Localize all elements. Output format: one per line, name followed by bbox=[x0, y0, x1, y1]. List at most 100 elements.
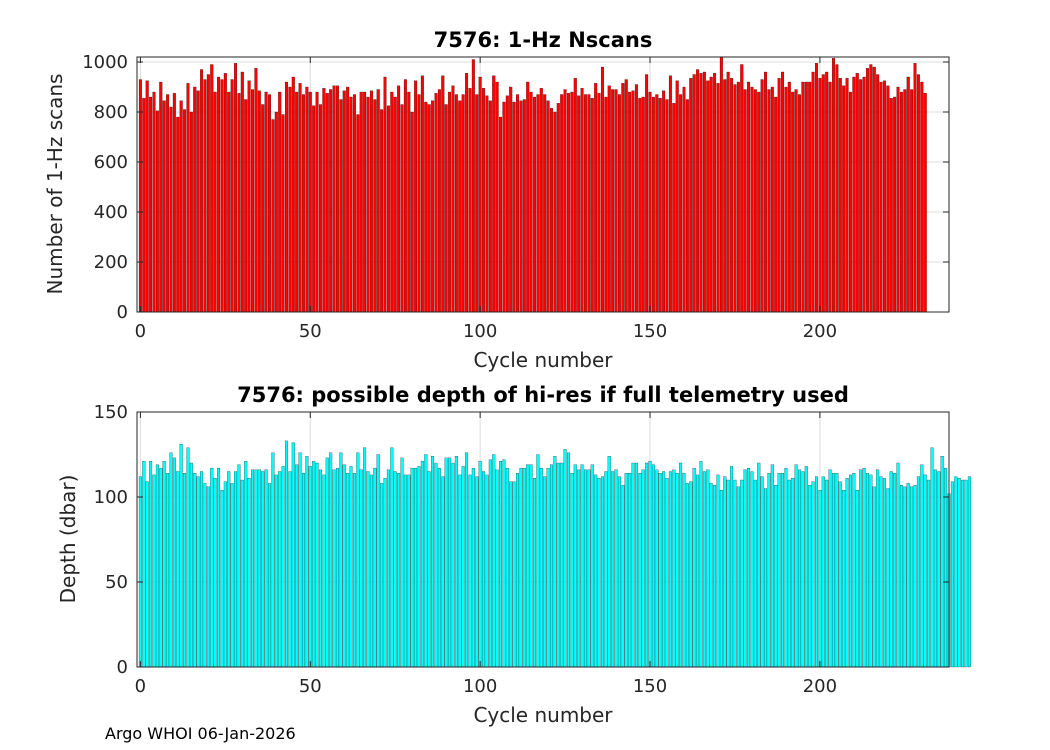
nscans-bar bbox=[764, 71, 768, 313]
depth-x-axis-label: Cycle number bbox=[473, 703, 613, 727]
nscans-bar bbox=[471, 59, 475, 313]
nscans-bar bbox=[662, 90, 666, 313]
depth-bar bbox=[692, 467, 696, 668]
depth-bar bbox=[573, 464, 577, 668]
nscans-y-tick-label: 600 bbox=[94, 152, 128, 173]
depth-bar bbox=[624, 473, 628, 668]
depth-bar bbox=[869, 474, 873, 668]
depth-bar bbox=[611, 471, 615, 668]
nscans-x-axis-label: Cycle number bbox=[473, 348, 613, 372]
depth-bar bbox=[254, 469, 258, 668]
depth-bar bbox=[648, 461, 652, 668]
depth-bar bbox=[753, 479, 757, 668]
nscans-bar bbox=[529, 91, 533, 313]
depth-bar bbox=[784, 467, 788, 668]
nscans-bar bbox=[499, 116, 503, 313]
depth-bar bbox=[407, 474, 411, 668]
nscans-bar bbox=[835, 64, 839, 313]
depth-bar bbox=[876, 469, 880, 668]
depth-bar bbox=[696, 474, 700, 668]
depth-bar bbox=[342, 464, 346, 668]
nscans-bar bbox=[468, 88, 472, 313]
depth-chart-title: 7576: possible depth of hi-res if full t… bbox=[237, 383, 849, 407]
nscans-bar bbox=[516, 94, 520, 313]
depth-bar bbox=[702, 471, 706, 668]
nscans-bar bbox=[366, 96, 370, 313]
nscans-bar bbox=[159, 81, 163, 313]
nscans-bar bbox=[509, 86, 513, 313]
depth-bar bbox=[543, 476, 547, 668]
nscans-bar bbox=[577, 95, 581, 313]
nscans-bar bbox=[465, 73, 469, 313]
nscans-bar bbox=[485, 95, 489, 313]
nscans-bar bbox=[522, 99, 526, 313]
nscans-y-tick-label: 200 bbox=[94, 252, 128, 273]
depth-x-tick-label: 200 bbox=[803, 676, 837, 697]
depth-bar bbox=[964, 479, 968, 668]
depth-bar bbox=[723, 476, 727, 668]
depth-bar bbox=[533, 478, 536, 668]
nscans-bar bbox=[760, 79, 764, 313]
nscans-bar bbox=[665, 99, 669, 313]
depth-bar bbox=[349, 466, 353, 668]
nscans-bar bbox=[227, 91, 231, 313]
nscans-bar bbox=[386, 105, 390, 313]
depth-bar bbox=[261, 471, 265, 668]
nscans-bars bbox=[138, 56, 927, 313]
nscans-bar bbox=[767, 89, 771, 313]
nscans-bar bbox=[587, 94, 591, 313]
depth-bar bbox=[434, 462, 438, 668]
nscans-bar bbox=[230, 79, 234, 313]
depth-bar bbox=[566, 452, 570, 668]
depth-bar bbox=[893, 473, 897, 668]
depth-bar bbox=[645, 462, 649, 668]
depth-bar bbox=[210, 467, 214, 668]
depth-bar bbox=[818, 490, 822, 668]
nscans-bar bbox=[543, 94, 547, 313]
nscans-bar bbox=[308, 91, 312, 313]
nscans-bar bbox=[495, 81, 499, 313]
nscans-bar bbox=[553, 111, 557, 313]
nscans-chart-title: 7576: 1-Hz Nscans bbox=[434, 28, 653, 52]
nscans-bar bbox=[859, 79, 863, 313]
nscans-bar bbox=[234, 63, 238, 313]
depth-bar bbox=[454, 456, 458, 668]
depth-bar bbox=[451, 462, 455, 668]
nscans-bar bbox=[251, 89, 255, 313]
depth-bar bbox=[903, 486, 907, 668]
depth-bar bbox=[223, 481, 227, 668]
nscans-bar bbox=[566, 93, 570, 313]
nscans-bar bbox=[169, 106, 173, 313]
nscans-bar bbox=[675, 80, 679, 313]
depth-bar bbox=[478, 461, 482, 668]
depth-bar bbox=[944, 467, 948, 668]
depth-bar bbox=[750, 471, 754, 668]
nscans-bar bbox=[828, 81, 832, 313]
depth-bar bbox=[373, 467, 377, 668]
nscans-bar bbox=[699, 73, 703, 313]
depth-bar bbox=[726, 479, 730, 668]
nscans-bar bbox=[383, 76, 387, 313]
nscans-bar bbox=[536, 94, 540, 313]
depth-bar bbox=[363, 447, 367, 668]
depth-y-tick-label: 150 bbox=[94, 402, 128, 423]
depth-bar bbox=[774, 484, 778, 668]
depth-bar bbox=[155, 464, 159, 668]
depth-bar bbox=[295, 464, 299, 668]
nscans-bar bbox=[696, 69, 700, 313]
depth-bar bbox=[882, 478, 886, 668]
depth-bar bbox=[234, 471, 238, 668]
nscans-bar bbox=[655, 94, 659, 313]
depth-bar bbox=[318, 469, 322, 668]
nscans-bar bbox=[505, 95, 509, 313]
nscans-bar bbox=[872, 66, 876, 313]
nscans-bar bbox=[624, 79, 628, 313]
nscans-bar bbox=[815, 63, 818, 313]
nscans-bar bbox=[600, 66, 604, 313]
depth-bar bbox=[369, 474, 373, 668]
depth-ticks: 0 50 100 150 200 0 50 100 150 bbox=[94, 402, 949, 697]
nscans-bar bbox=[172, 93, 176, 313]
depth-bar bbox=[179, 444, 183, 668]
nscans-bar bbox=[393, 96, 397, 313]
depth-bar bbox=[420, 461, 424, 668]
